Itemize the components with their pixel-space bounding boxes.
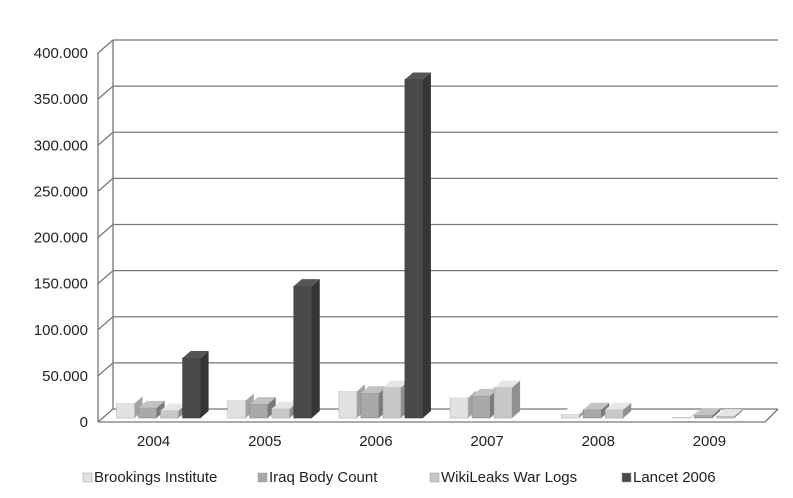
bar [694, 414, 713, 419]
gridline-side [97, 316, 114, 331]
bar [604, 409, 624, 419]
legend-swatch [429, 472, 440, 483]
x-tick-label: 2005 [248, 433, 281, 450]
x-tick-label: 2007 [470, 433, 503, 450]
floor-left-edge [97, 408, 114, 423]
bar [338, 390, 358, 419]
y-tick-label: 150.000 [34, 276, 88, 293]
bar-top [561, 407, 588, 415]
y-tick-label: 200.000 [34, 230, 88, 247]
bar [493, 387, 513, 419]
bar [449, 397, 469, 419]
bar-side [200, 351, 209, 418]
gridline-side [97, 362, 114, 377]
gridline-side [97, 177, 114, 192]
bar-top [450, 390, 477, 398]
bar [182, 357, 201, 419]
bar [404, 79, 424, 419]
bar [293, 285, 313, 419]
bar [271, 408, 291, 419]
bar-top [472, 388, 499, 396]
y-tick-label: 50.000 [42, 368, 88, 385]
bar-top [338, 384, 365, 392]
bar-top [605, 402, 632, 410]
bar-top [716, 409, 743, 417]
bar-side [311, 279, 320, 418]
bar [716, 415, 735, 419]
bar [360, 392, 380, 419]
gridline-side [97, 224, 114, 238]
bar-top [293, 279, 320, 287]
x-tick-label: 2009 [693, 433, 726, 450]
bar [672, 416, 691, 419]
bar-top [694, 408, 721, 416]
bar-side [690, 410, 699, 418]
legend-label: Iraq Body Count [269, 469, 378, 486]
bar-top [583, 402, 610, 410]
legend-label: Brookings Institute [94, 469, 217, 486]
legend-swatch [621, 472, 632, 483]
bar [560, 414, 580, 419]
bar-side [422, 72, 431, 418]
bar [160, 410, 179, 419]
bar-side [734, 409, 743, 418]
bar [582, 409, 602, 419]
gridline-side [97, 39, 114, 54]
bar-side [156, 400, 165, 418]
bar-top [382, 380, 409, 388]
y-tick-label: 350.000 [34, 91, 88, 108]
bar [249, 403, 269, 419]
gridline-side [97, 85, 114, 100]
bar-top [116, 396, 143, 404]
bar-side [267, 397, 276, 418]
legend-label: WikiLeaks War Logs [441, 469, 577, 486]
bar-top [138, 400, 165, 408]
y-tick-label: 100.000 [34, 322, 88, 339]
floor-right-edge [764, 408, 779, 423]
bar-top [227, 393, 254, 401]
bar-top [271, 401, 298, 409]
bar-top [672, 410, 699, 418]
bar-top [360, 386, 387, 394]
bar-top [249, 397, 276, 405]
x-tick-label: 2006 [359, 433, 392, 450]
bar-top [404, 72, 431, 80]
bar-top [494, 380, 521, 388]
bar [382, 387, 402, 419]
gridline-side [97, 270, 114, 285]
bar-side [623, 402, 632, 418]
bar [227, 400, 247, 419]
y-tick-label: 300.000 [34, 137, 88, 154]
y-tick-label: 250.000 [34, 183, 88, 200]
bar [138, 407, 157, 419]
legend-swatch [82, 472, 93, 483]
bar [116, 402, 135, 419]
bar-side [712, 408, 721, 418]
gridline-side [97, 131, 114, 146]
legend-label: Lancet 2006 [633, 469, 716, 486]
y-tick-label: 400.000 [34, 45, 88, 62]
bar-top [182, 351, 209, 359]
bar-side [512, 380, 521, 418]
bar-top [160, 403, 187, 411]
legend-swatch [257, 472, 268, 483]
y-tick-label: 0 [80, 414, 88, 431]
bar [471, 395, 491, 419]
x-tick-label: 2004 [137, 433, 170, 450]
x-tick-label: 2008 [582, 433, 615, 450]
